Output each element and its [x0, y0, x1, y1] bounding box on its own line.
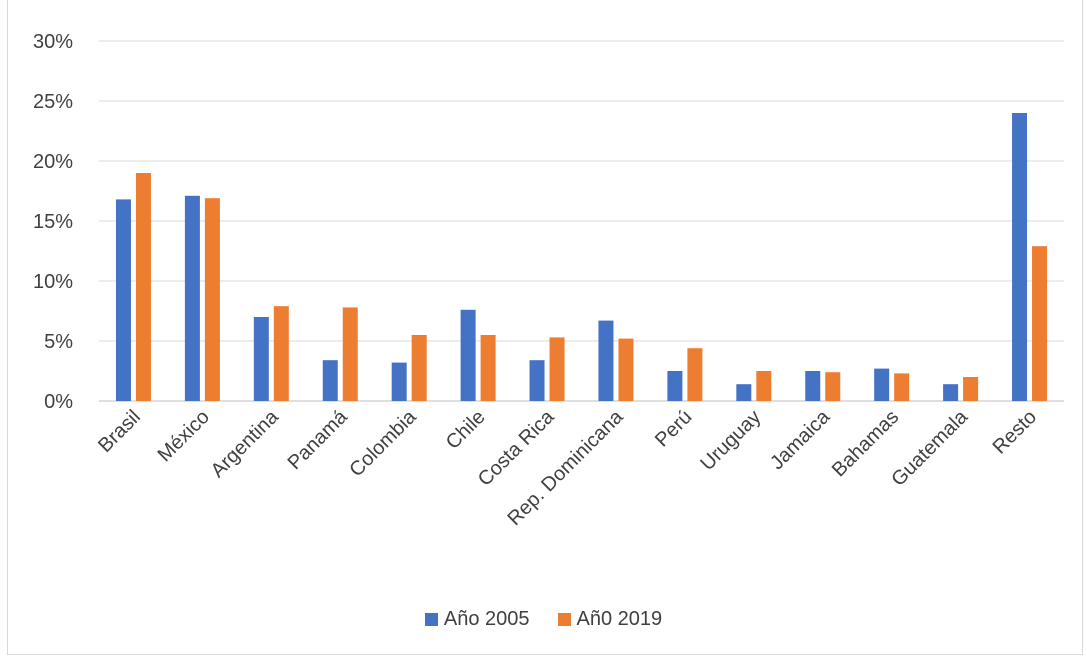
legend-swatch	[557, 613, 571, 626]
x-tick-label: Brasil	[94, 406, 145, 457]
y-tick-label: 15%	[33, 211, 73, 233]
gridlines	[99, 40, 1064, 402]
y-tick-label: 20%	[33, 151, 73, 173]
bar-series2-6	[549, 337, 565, 401]
bar-series2-3	[342, 307, 358, 401]
bar-series2-12	[963, 377, 979, 401]
legend: Año 2005 Añ0 2019	[0, 608, 1087, 631]
x-tick-label: Chile	[442, 406, 490, 454]
bar-series2-0	[135, 173, 151, 401]
bar-series2-2	[273, 306, 289, 401]
x-tick-label: Jamaica	[766, 405, 835, 474]
legend-swatch	[424, 613, 438, 626]
bar-series1-6	[529, 360, 545, 401]
bar-series1-12	[943, 384, 959, 401]
x-tick-label: Perú	[651, 406, 696, 451]
x-tick-label: Resto	[989, 406, 1042, 459]
bar-series2-13	[1032, 246, 1048, 401]
x-tick-label: Rep. Dominicana	[503, 405, 628, 530]
legend-item-series1: Año 2005	[424, 608, 530, 631]
bar-series2-10	[825, 372, 841, 401]
bar-series2-4	[411, 335, 427, 401]
x-tick-label: Uruguay	[696, 406, 765, 475]
x-tick-label: Colombia	[345, 405, 421, 481]
legend-label: Añ0 2019	[576, 608, 663, 630]
y-tick-label: 10%	[33, 271, 73, 293]
legend-item-series2: Añ0 2019	[557, 608, 663, 631]
y-tick-label: 0%	[44, 391, 73, 413]
bar-series1-0	[115, 199, 131, 401]
y-tick-label: 5%	[44, 331, 73, 353]
bar-series1-4	[391, 362, 407, 401]
bar-series1-13	[1012, 113, 1028, 401]
x-tick-label: Panamá	[284, 405, 353, 474]
bar-series2-7	[618, 338, 634, 401]
y-tick-label: 30%	[33, 31, 73, 53]
bars	[115, 113, 1048, 401]
y-axis-ticks: 0% 5% 10% 15% 20% 25% 30%	[33, 31, 73, 413]
bar-series2-8	[687, 348, 703, 401]
bar-series1-1	[184, 195, 200, 401]
y-tick-label: 25%	[33, 91, 73, 113]
bar-series1-11	[874, 368, 890, 401]
bar-series1-9	[736, 384, 752, 401]
bar-series1-7	[598, 320, 614, 401]
bar-series1-5	[460, 309, 476, 401]
legend-label: Año 2005	[443, 608, 530, 630]
bar-series2-11	[894, 373, 910, 401]
bar-series1-8	[667, 371, 683, 401]
bar-series1-10	[805, 371, 821, 401]
bar-series2-5	[480, 335, 496, 401]
x-tick-label: Argentina	[207, 405, 284, 482]
x-tick-label: México	[154, 406, 214, 466]
bar-series1-2	[253, 317, 269, 401]
bar-series2-9	[756, 371, 772, 401]
bar-series1-3	[322, 360, 338, 401]
x-tick-label: Guatemala	[887, 405, 972, 490]
bar-series2-1	[204, 198, 220, 401]
